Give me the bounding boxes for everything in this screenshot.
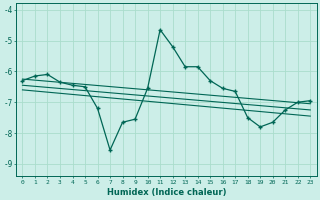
X-axis label: Humidex (Indice chaleur): Humidex (Indice chaleur): [107, 188, 226, 197]
